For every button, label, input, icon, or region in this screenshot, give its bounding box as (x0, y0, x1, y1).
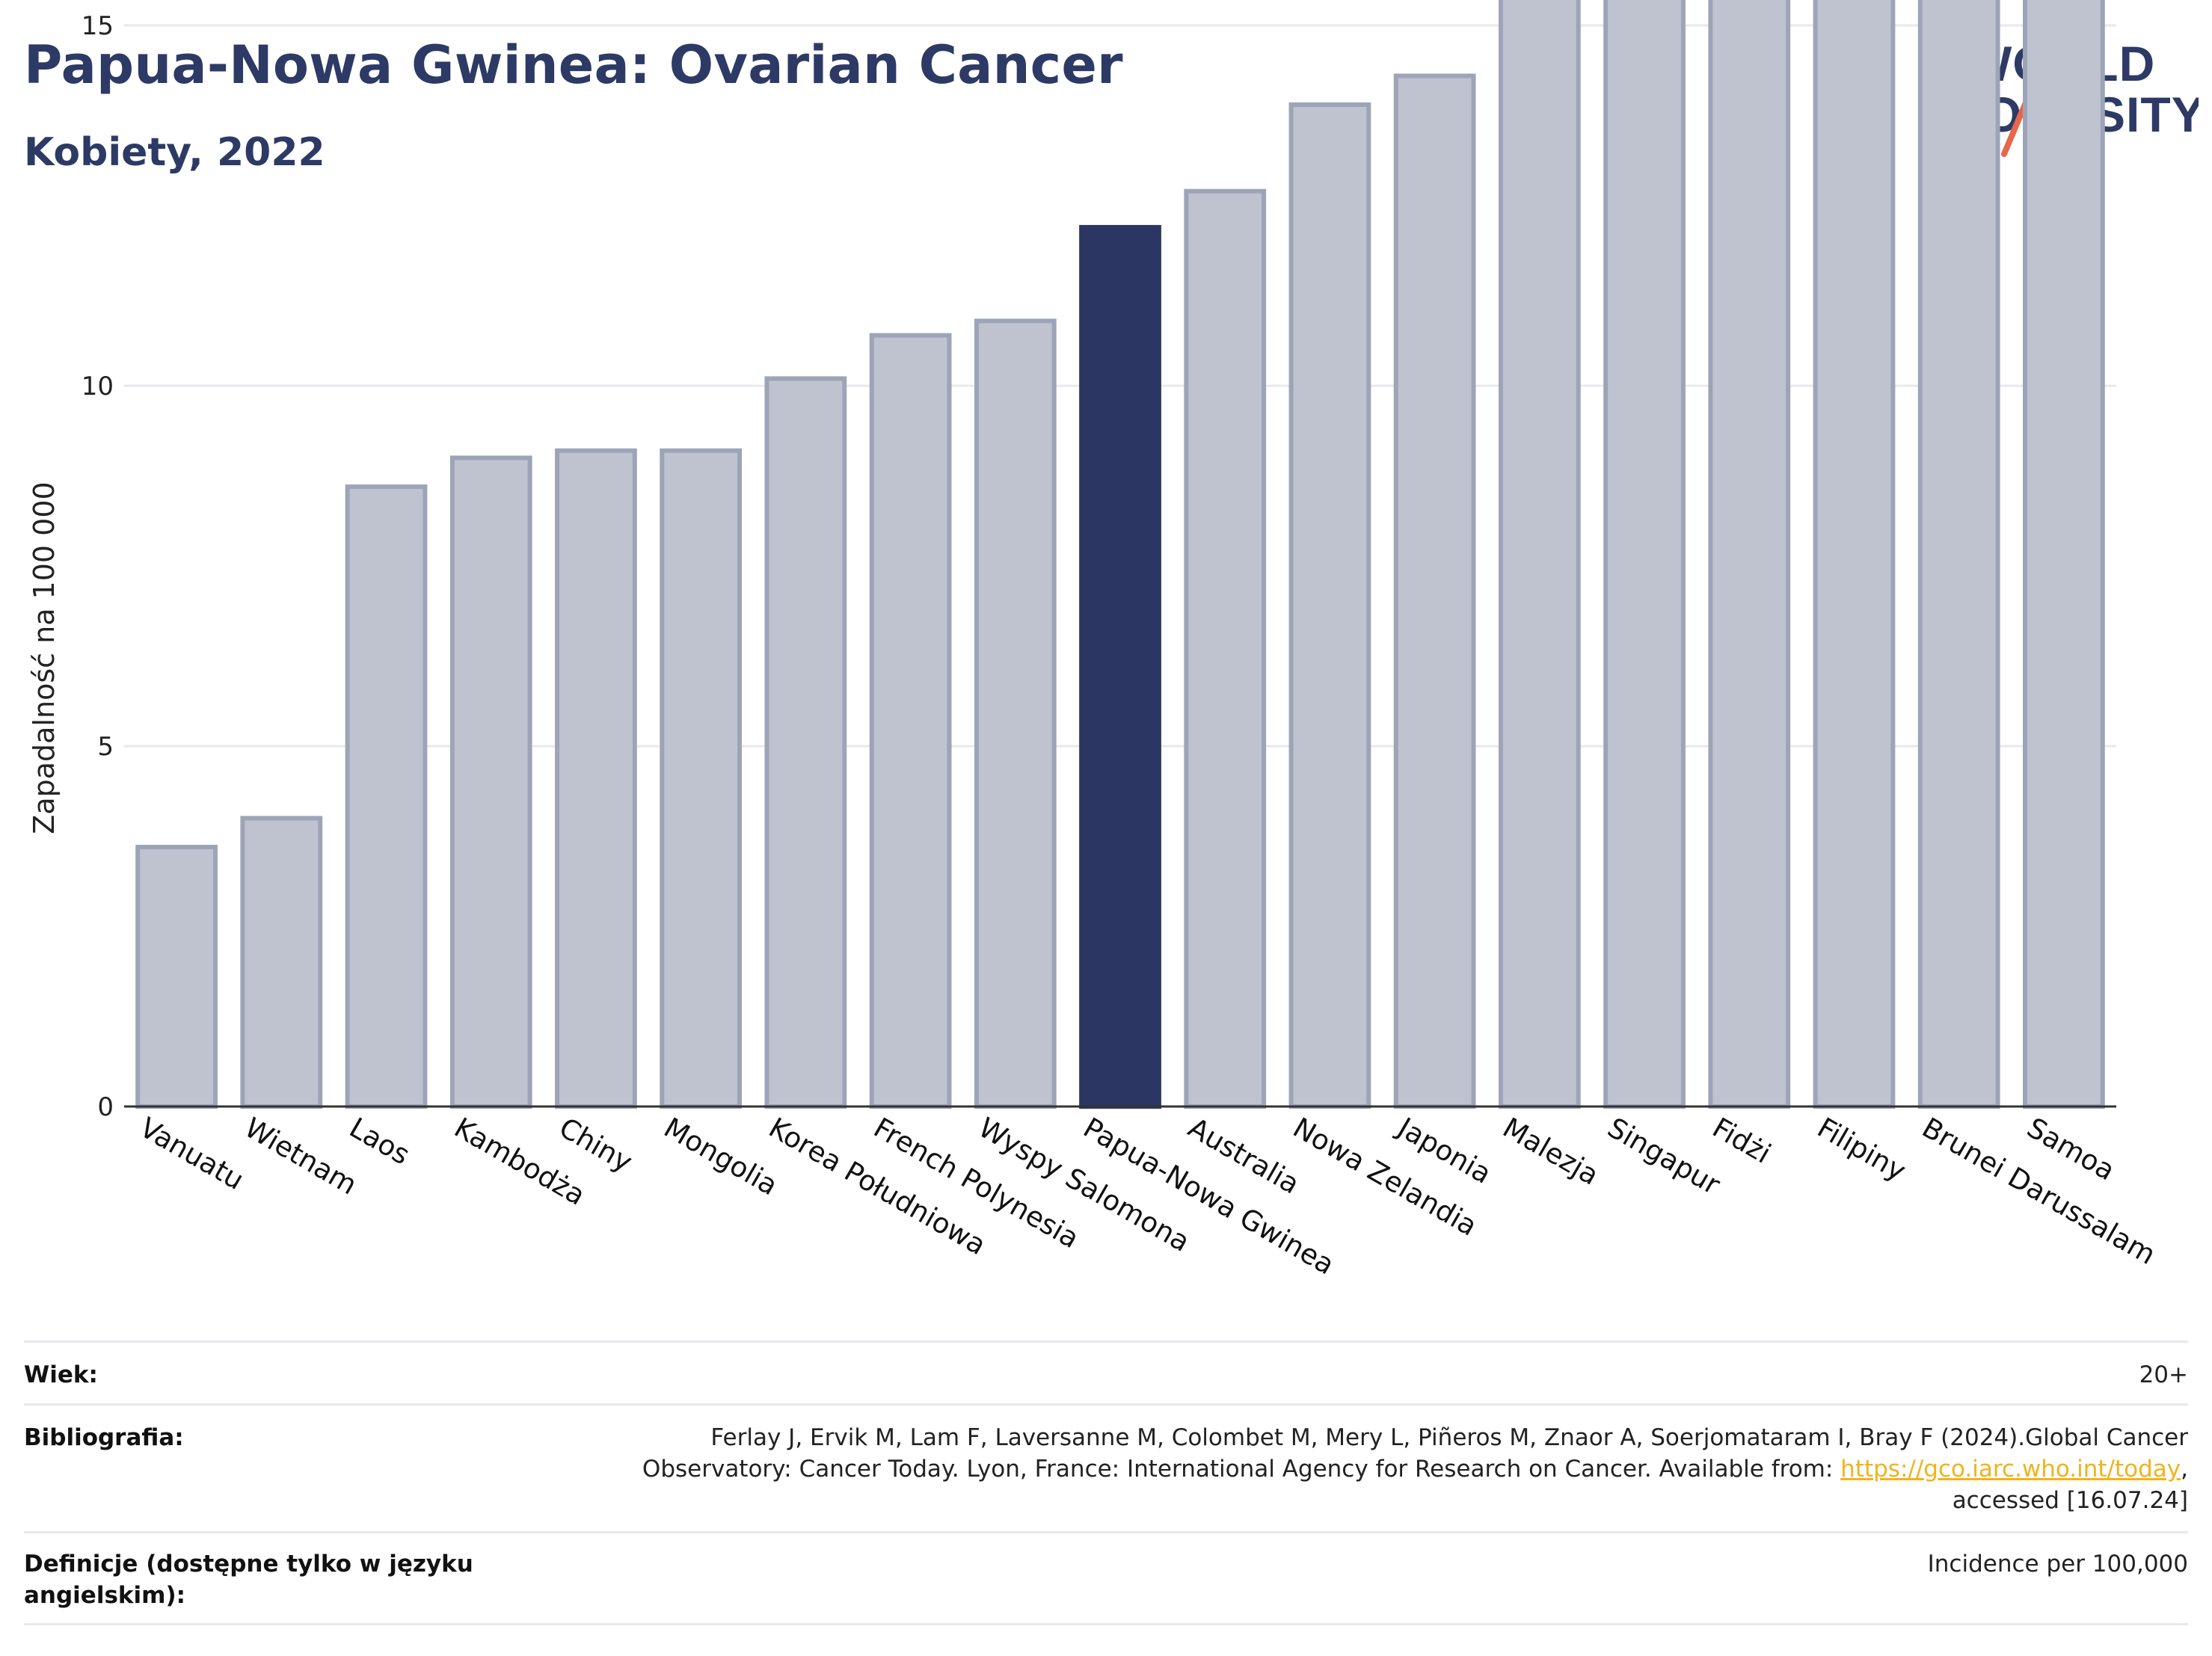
bibliography-line2-end: , (2181, 1456, 2188, 1483)
source-link[interactable]: https://gco.iarc.who.int/today (1840, 1456, 2181, 1483)
bibliography-line1: Ferlay J, Ervik M, Lam F, Laversanne M, … (710, 1424, 2188, 1451)
x-tick-label: Vanuatu (135, 1112, 250, 1197)
bars (135, 0, 2105, 1109)
bibliography-row: Bibliografia: Ferlay J, Ervik M, Lam F, … (24, 1403, 2188, 1531)
x-tick-label: Nowa Zelandia (1288, 1112, 1482, 1243)
y-tick-label: 10 (82, 372, 114, 401)
y-tick-label: 0 (97, 1092, 114, 1122)
bibliography-label: Bibliografia: (24, 1424, 184, 1451)
bar-singapur[interactable] (1603, 0, 1686, 1109)
bar-chiny[interactable] (555, 448, 637, 1109)
bar-filipiny[interactable] (1813, 0, 1896, 1109)
y-tick-label: 5 (97, 732, 114, 762)
y-tick-label: 15 (82, 11, 114, 41)
page-title: Papua-Nowa Gwinea: Ovarian Cancer (24, 34, 1123, 96)
bar-malezja[interactable] (1498, 0, 1581, 1109)
bar-fid-i[interactable] (1708, 0, 1791, 1109)
x-tick-label: Mongolia (659, 1112, 783, 1202)
x-tick-label: Singapur (1603, 1112, 1727, 1201)
age-value: 20+ (2139, 1361, 2188, 1388)
bar-nowa-zelandia[interactable] (1288, 102, 1371, 1109)
bar-vanuatu[interactable] (135, 844, 218, 1109)
x-tick-label: Chiny (553, 1112, 637, 1179)
bibliography-line2-text: Observatory: Cancer Today. Lyon, France:… (642, 1456, 1841, 1483)
bar-korea-po-udniowa[interactable] (764, 376, 847, 1109)
y-tick-labels: 05101520 (82, 11, 114, 1122)
age-row: Wiek: 20+ (24, 1341, 2188, 1403)
bar-australia[interactable] (1184, 188, 1267, 1109)
bar-wietnam[interactable] (240, 816, 323, 1109)
x-tick-label: Laos (344, 1112, 415, 1172)
bar-wyspy-salomona[interactable] (974, 318, 1057, 1109)
bar-mongolia[interactable] (660, 448, 743, 1109)
x-tick-label: Wietnam (239, 1112, 363, 1201)
age-label: Wiek: (24, 1361, 98, 1388)
bar-chart: 05101520 VanuatuWietnamLaosKambodżaChiny… (28, 0, 2161, 1281)
bar-samoa[interactable] (2023, 0, 2105, 1109)
definitions-value: Incidence per 100,000 (1927, 1551, 2188, 1577)
definitions-label: Definicje (dostępne tylko w języku angie… (24, 1551, 473, 1609)
y-axis-title: Zapadalność na 100 000 (28, 481, 61, 834)
bar-brunei-darussalam[interactable] (1917, 0, 2000, 1109)
bar-papua-nowa-gwinea[interactable] (1079, 224, 1161, 1109)
bar-japonia[interactable] (1393, 73, 1476, 1109)
x-tick-label: Filipiny (1812, 1112, 1911, 1188)
x-tick-label: Malezja (1497, 1112, 1604, 1192)
metadata-table: Wiek: 20+ Bibliografia: Ferlay J, Ervik … (24, 1341, 2188, 1625)
x-tick-label: Fidżi (1707, 1112, 1777, 1170)
bar-french-polynesia[interactable] (869, 333, 952, 1109)
definitions-row: Definicje (dostępne tylko w języku angie… (24, 1531, 2188, 1625)
bibliography-line2: Observatory: Cancer Today. Lyon, France:… (642, 1453, 2188, 1485)
page-subtitle: Kobiety, 2022 (24, 130, 325, 175)
bibliography-line3: accessed [16.07.24] (1952, 1487, 2188, 1514)
bar-laos[interactable] (345, 484, 428, 1109)
bar-kambod-a[interactable] (449, 455, 532, 1109)
bibliography-value: Ferlay J, Ervik M, Lam F, Laversanne M, … (642, 1422, 2188, 1531)
